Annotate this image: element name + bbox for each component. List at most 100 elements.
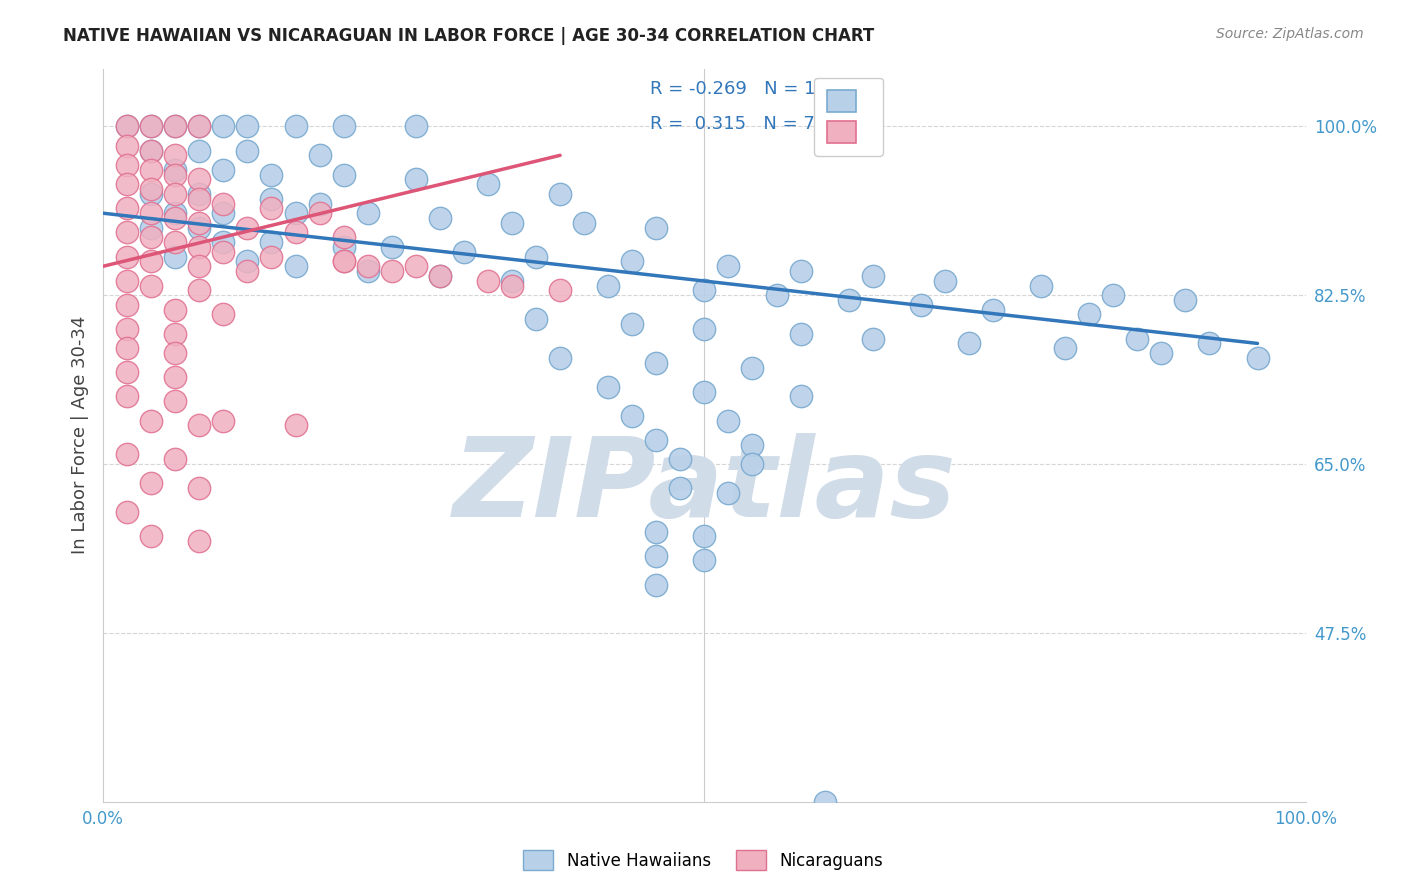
Point — [1150, 346, 1173, 360]
Point — [598, 278, 620, 293]
Point — [165, 211, 187, 225]
Point — [693, 529, 716, 543]
Point — [188, 172, 211, 186]
Point — [188, 534, 211, 549]
Point — [165, 326, 187, 341]
Point — [212, 414, 235, 428]
Point — [741, 360, 763, 375]
Point — [115, 158, 138, 172]
Point — [332, 168, 354, 182]
Point — [357, 206, 380, 220]
Point — [141, 144, 163, 158]
Point — [188, 144, 211, 158]
Point — [115, 447, 138, 461]
Text: R =  0.315   N = 70: R = 0.315 N = 70 — [650, 115, 827, 133]
Point — [115, 298, 138, 312]
Point — [188, 481, 211, 495]
Point — [141, 186, 163, 201]
Point — [165, 186, 187, 201]
Point — [165, 148, 187, 162]
Point — [212, 206, 235, 220]
Point — [165, 120, 187, 134]
Point — [115, 389, 138, 403]
Point — [813, 795, 835, 809]
Point — [236, 220, 259, 235]
Point — [429, 211, 451, 225]
Point — [1102, 288, 1125, 302]
Point — [429, 268, 451, 283]
Point — [141, 529, 163, 543]
Point — [165, 250, 187, 264]
Point — [381, 240, 404, 254]
Point — [669, 452, 692, 467]
Point — [1198, 336, 1220, 351]
Point — [260, 192, 283, 206]
Point — [165, 120, 187, 134]
Point — [934, 274, 956, 288]
Text: ZIPatlas: ZIPatlas — [453, 433, 956, 540]
Point — [115, 341, 138, 355]
Point — [308, 206, 330, 220]
Point — [1246, 351, 1268, 365]
Point — [165, 302, 187, 317]
Point — [141, 144, 163, 158]
Point — [765, 288, 787, 302]
Point — [284, 259, 307, 273]
Point — [357, 264, 380, 278]
Point — [405, 172, 427, 186]
Point — [693, 322, 716, 336]
Point — [141, 254, 163, 268]
Point — [501, 274, 523, 288]
Point — [141, 182, 163, 196]
Point — [429, 268, 451, 283]
Point — [453, 244, 475, 259]
Point — [141, 162, 163, 177]
Point — [862, 268, 884, 283]
Point — [669, 481, 692, 495]
Point — [212, 244, 235, 259]
Point — [115, 250, 138, 264]
Point — [260, 168, 283, 182]
Point — [165, 206, 187, 220]
Point — [115, 120, 138, 134]
Point — [141, 476, 163, 491]
Point — [212, 196, 235, 211]
Point — [548, 351, 571, 365]
Point — [693, 384, 716, 399]
Point — [501, 216, 523, 230]
Point — [621, 254, 644, 268]
Point — [308, 148, 330, 162]
Point — [188, 186, 211, 201]
Point — [115, 274, 138, 288]
Point — [141, 230, 163, 244]
Point — [621, 317, 644, 331]
Point — [332, 120, 354, 134]
Point — [789, 326, 811, 341]
Point — [236, 254, 259, 268]
Point — [332, 230, 354, 244]
Point — [236, 144, 259, 158]
Point — [910, 298, 932, 312]
Point — [165, 235, 187, 249]
Point — [212, 162, 235, 177]
Point — [981, 302, 1004, 317]
Point — [1029, 278, 1052, 293]
Point — [645, 356, 668, 370]
Point — [141, 414, 163, 428]
Point — [477, 274, 499, 288]
Point — [141, 120, 163, 134]
Point — [789, 389, 811, 403]
Point — [862, 332, 884, 346]
Point — [717, 414, 740, 428]
Point — [308, 196, 330, 211]
Point — [284, 226, 307, 240]
Point — [165, 346, 187, 360]
Point — [332, 254, 354, 268]
Point — [693, 553, 716, 567]
Point — [236, 264, 259, 278]
Point — [165, 394, 187, 409]
Point — [188, 284, 211, 298]
Point — [1054, 341, 1077, 355]
Point — [115, 120, 138, 134]
Point — [741, 438, 763, 452]
